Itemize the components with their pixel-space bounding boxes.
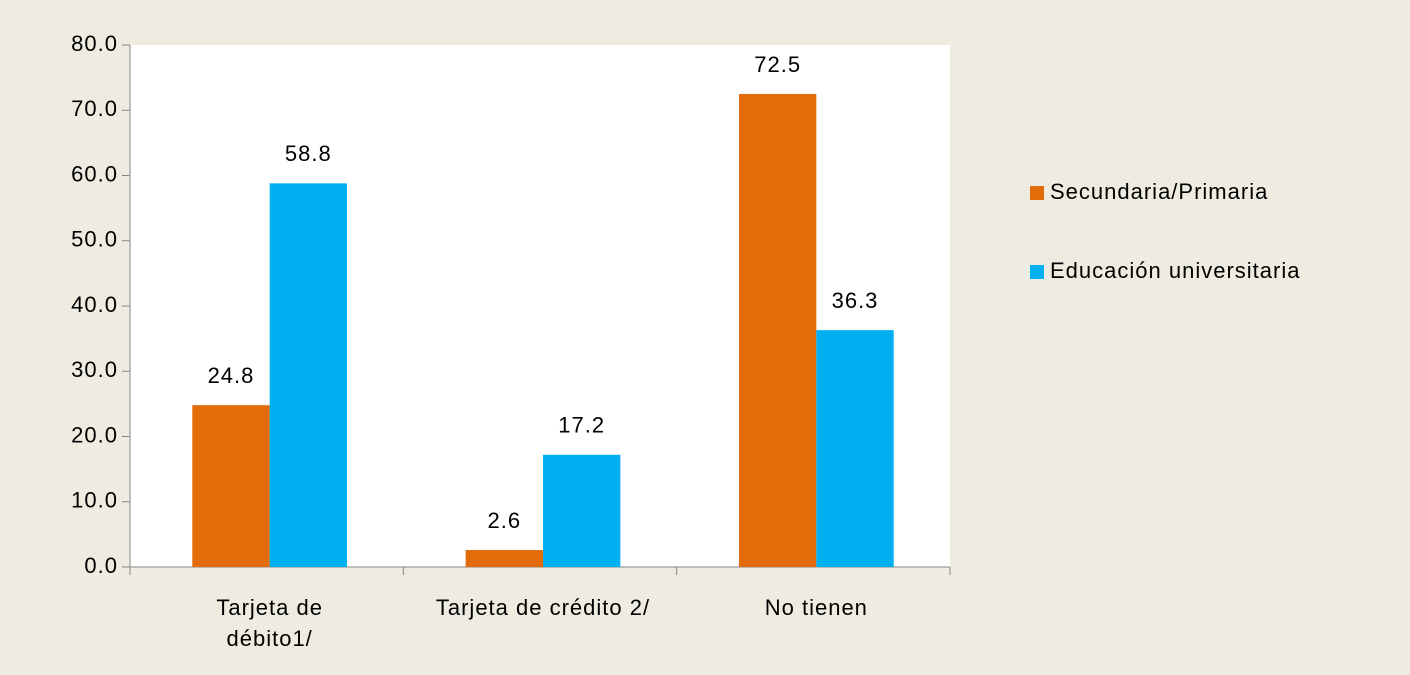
y-tick-label: 10.0	[71, 488, 118, 513]
bar	[269, 183, 348, 567]
legend-label: Secundaria/Primaria	[1050, 179, 1268, 204]
x-tick-label: Tarjeta de crédito 2/	[435, 595, 651, 620]
bar	[192, 405, 270, 567]
y-tick-label: 20.0	[71, 422, 118, 447]
legend-swatch	[1030, 265, 1044, 279]
legend-label: Educación universitaria	[1050, 258, 1300, 283]
data-label: 36.3	[832, 288, 879, 313]
y-tick-label: 70.0	[71, 96, 118, 121]
y-tick-label: 30.0	[71, 357, 118, 382]
bar	[738, 93, 817, 567]
y-tick-label: 40.0	[71, 292, 118, 317]
y-tick-label: 50.0	[71, 227, 118, 252]
y-tick-label: 0.0	[84, 553, 118, 578]
x-tick-label: Tarjeta de débito1/	[216, 595, 323, 651]
x-tick-label: No tienen	[764, 595, 868, 620]
y-tick-label: 80.0	[71, 31, 118, 56]
data-label: 72.5	[754, 52, 801, 77]
bar	[816, 330, 894, 567]
bar	[543, 454, 621, 567]
legend-swatch	[1030, 186, 1044, 200]
y-tick-label: 60.0	[71, 161, 118, 186]
data-label: 17.2	[558, 413, 605, 438]
bar	[465, 550, 543, 567]
data-label: 2.6	[488, 508, 522, 533]
data-label: 58.8	[285, 141, 332, 166]
data-label: 24.8	[208, 363, 255, 388]
